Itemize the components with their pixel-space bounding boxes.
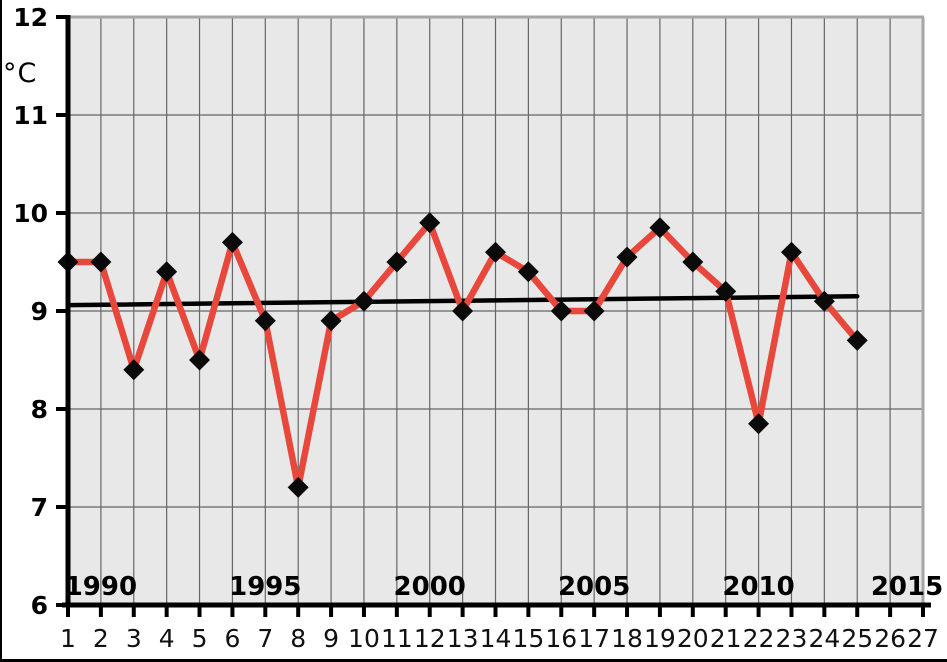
data-point-marker xyxy=(649,217,671,239)
data-point-marker xyxy=(123,359,145,381)
data-point-marker xyxy=(386,251,408,273)
data-point-marker xyxy=(287,476,309,498)
data-point-marker xyxy=(353,290,375,312)
data-point-marker xyxy=(616,246,638,268)
y-axis-unit-label: °C xyxy=(3,58,38,89)
x-tick-label: 17 xyxy=(578,624,610,653)
year-label: 2010 xyxy=(722,572,794,602)
x-tick-label: 1 xyxy=(60,624,76,653)
y-tick-label: 10 xyxy=(13,199,48,228)
x-tick-label: 13 xyxy=(447,624,479,653)
x-tick-label: 8 xyxy=(290,624,306,653)
x-tick-label: 21 xyxy=(710,624,742,653)
x-tick-label: 7 xyxy=(257,624,273,653)
x-tick-label: 19 xyxy=(644,624,676,653)
x-tick-label: 20 xyxy=(677,624,709,653)
data-point-marker xyxy=(583,300,605,322)
x-tick-label: 26 xyxy=(874,624,906,653)
year-label: 2015 xyxy=(871,572,943,602)
data-point-marker xyxy=(320,310,342,332)
x-tick-label: 23 xyxy=(776,624,808,653)
year-label: 2000 xyxy=(394,572,466,602)
x-tick-label: 11 xyxy=(381,624,413,653)
x-tick-label: 18 xyxy=(611,624,643,653)
data-point-marker xyxy=(780,241,802,263)
x-tick-label: 15 xyxy=(512,624,544,653)
x-tick-label: 4 xyxy=(159,624,175,653)
x-tick-label: 25 xyxy=(841,624,873,653)
page-frame-left-border xyxy=(0,0,2,662)
x-tick-label: 3 xyxy=(126,624,142,653)
x-tick-label: 5 xyxy=(192,624,208,653)
x-tick-label: 12 xyxy=(414,624,446,653)
x-tick-label: 9 xyxy=(323,624,339,653)
y-tick-label: 12 xyxy=(13,3,48,32)
data-point-marker xyxy=(550,300,572,322)
x-tick-label: 22 xyxy=(743,624,775,653)
x-tick-label: 2 xyxy=(93,624,109,653)
year-label: 1995 xyxy=(229,572,301,602)
data-point-marker xyxy=(419,212,441,234)
data-point-marker xyxy=(90,251,112,273)
data-point-marker xyxy=(813,290,835,312)
page-frame-bottom-border xyxy=(0,659,947,662)
data-point-marker xyxy=(485,241,506,263)
x-tick-label: 14 xyxy=(480,624,512,653)
y-tick-label: 6 xyxy=(31,591,48,620)
x-tick-label: 27 xyxy=(907,624,939,653)
data-point-marker xyxy=(715,280,737,302)
data-point-marker xyxy=(682,251,704,273)
data-point-marker xyxy=(748,413,770,435)
y-tick-label: 9 xyxy=(31,297,48,326)
data-point-marker xyxy=(221,231,243,253)
x-tick-label: 6 xyxy=(224,624,240,653)
data-point-marker xyxy=(156,261,178,283)
data-point-marker xyxy=(846,329,868,351)
y-tick-label: 7 xyxy=(31,493,48,522)
data-point-marker xyxy=(254,310,276,332)
y-tick-label: 8 xyxy=(31,395,48,424)
year-label: 2005 xyxy=(558,572,630,602)
data-point-marker xyxy=(452,300,474,322)
year-label: 1990 xyxy=(65,572,137,602)
x-tick-label: 10 xyxy=(348,624,380,653)
data-point-marker xyxy=(517,261,539,283)
x-tick-label: 24 xyxy=(808,624,840,653)
x-tick-label: 16 xyxy=(545,624,577,653)
data-point-marker xyxy=(189,349,211,371)
y-tick-label: 11 xyxy=(13,101,48,130)
